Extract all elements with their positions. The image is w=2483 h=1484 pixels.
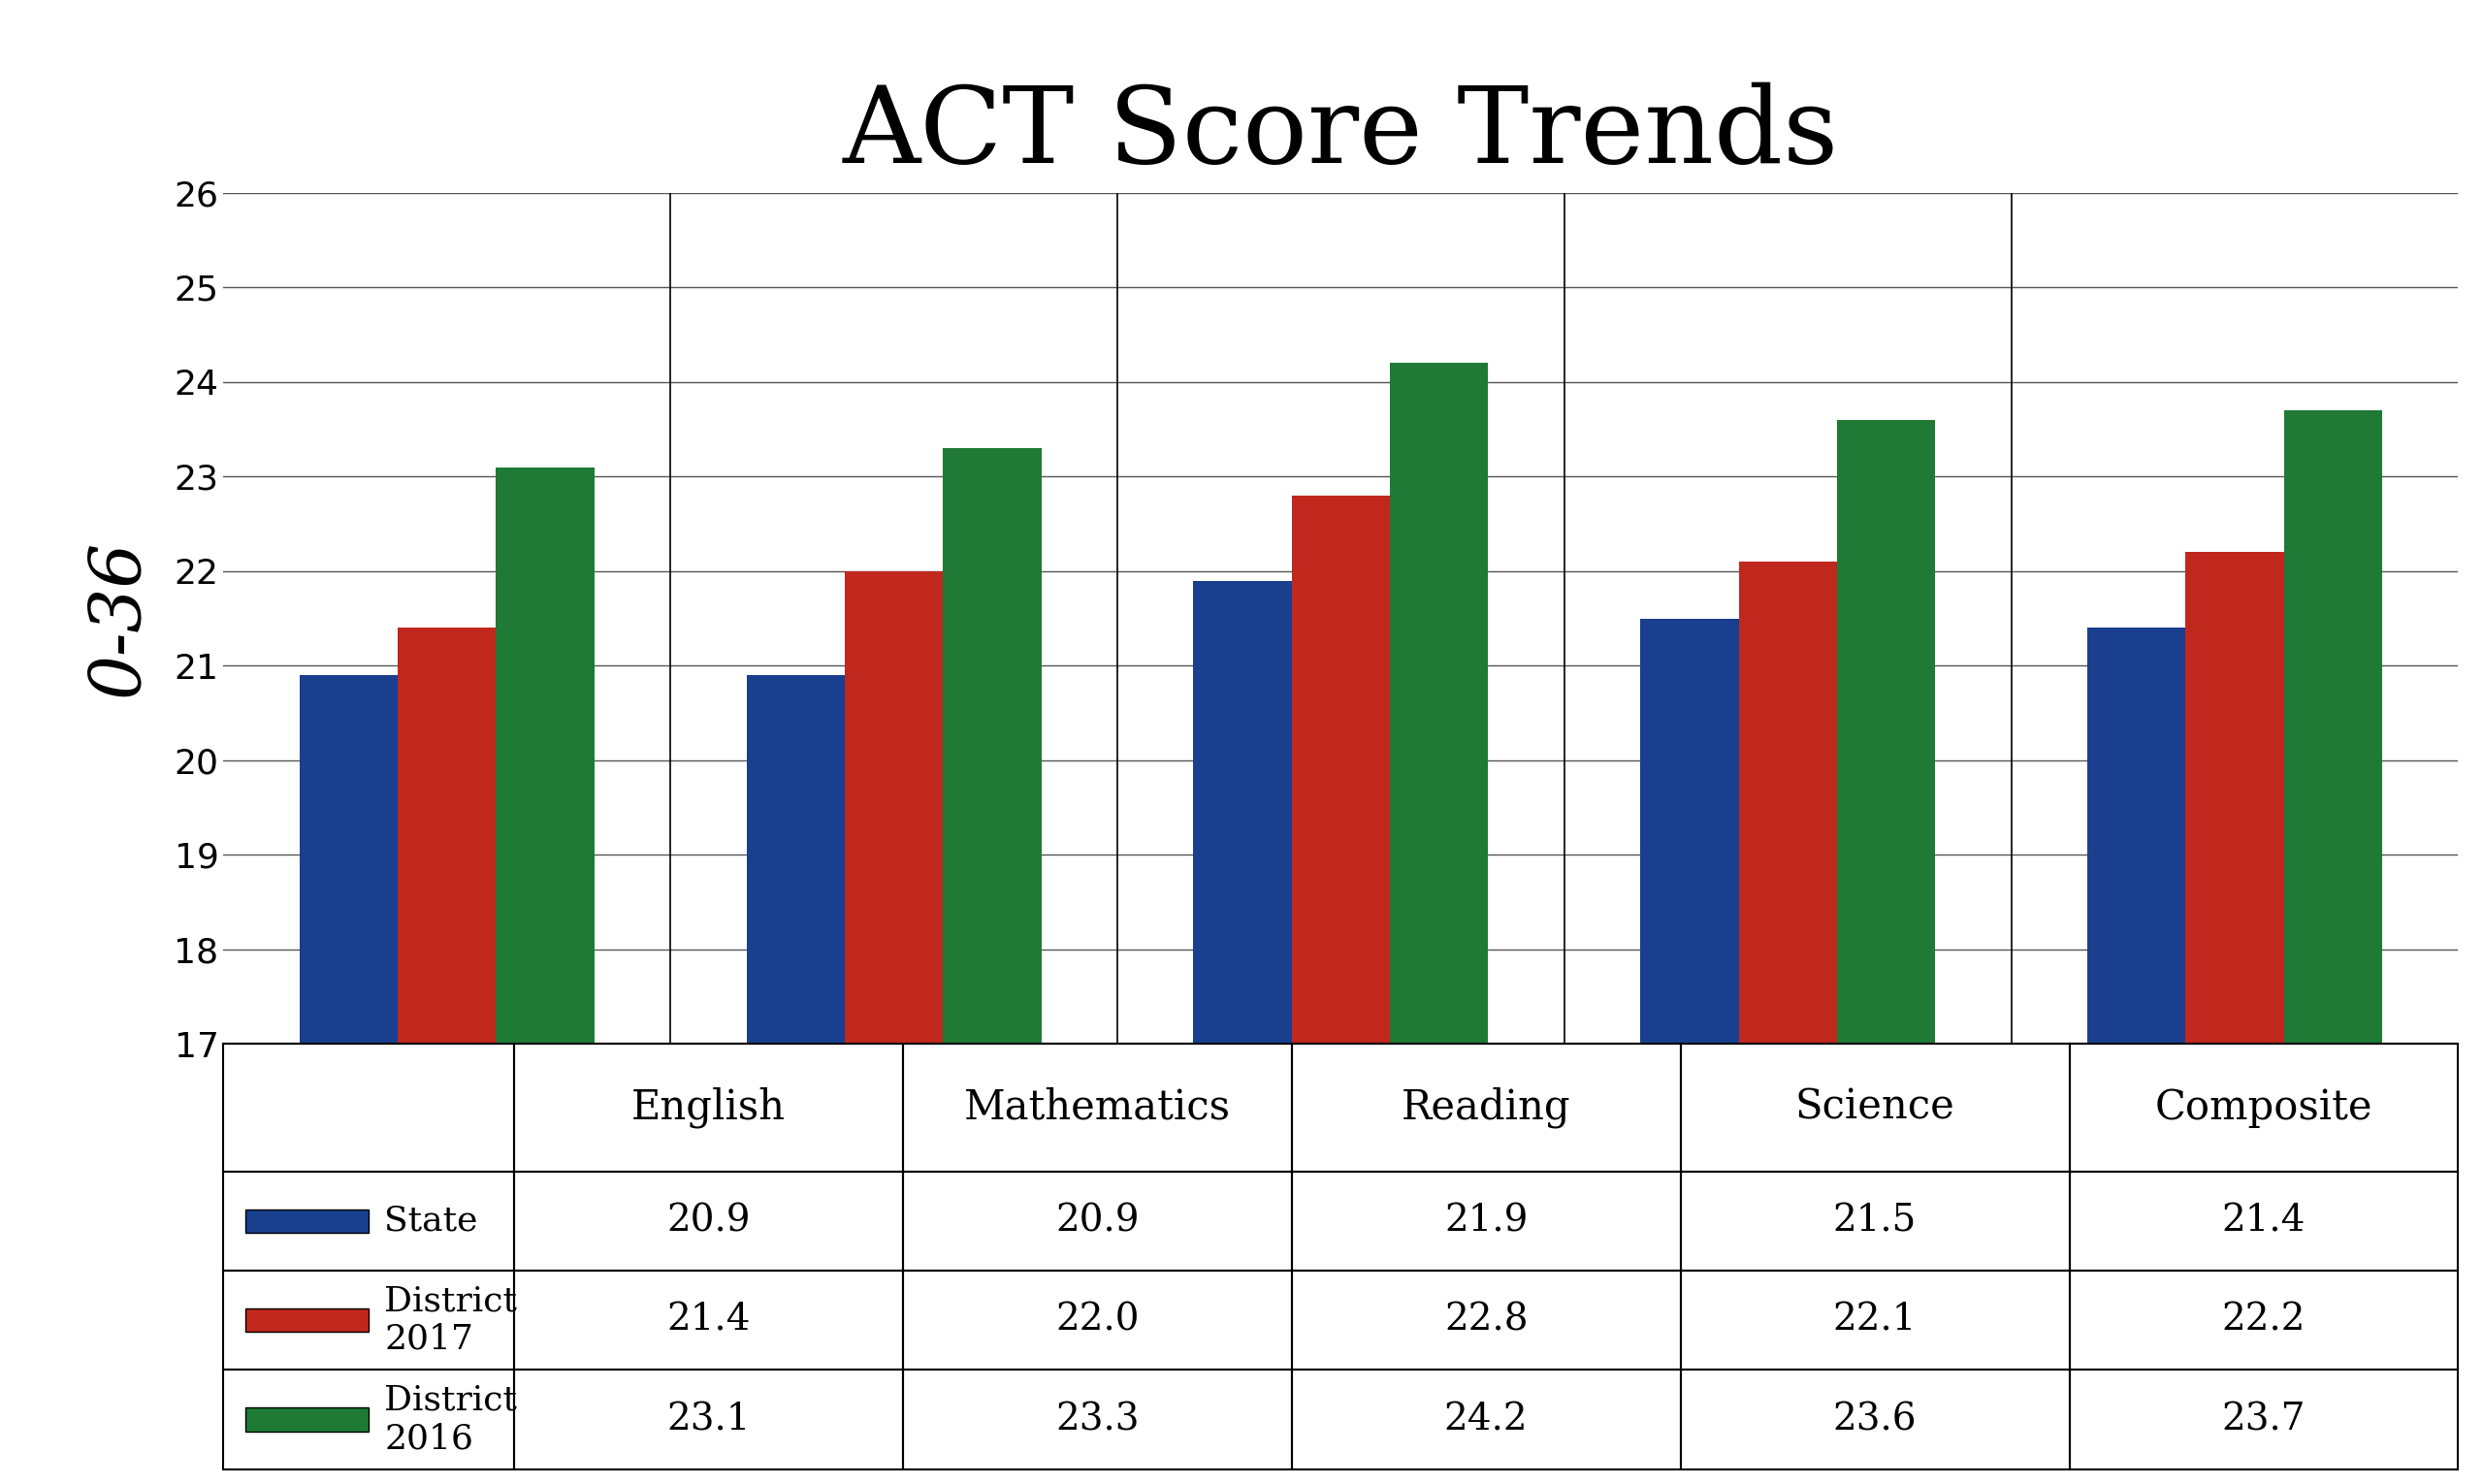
Bar: [2068, 1270, 2458, 1370]
Bar: [497, 467, 593, 1484]
Bar: [2068, 1171, 2458, 1270]
Bar: [2185, 552, 2284, 1484]
Bar: [2068, 1370, 2458, 1469]
Text: 22.1: 22.1: [1832, 1303, 1917, 1339]
Text: 20.9: 20.9: [1055, 1204, 1140, 1239]
Bar: [1681, 1370, 2068, 1469]
Bar: [514, 1370, 904, 1469]
Bar: [2088, 628, 2185, 1484]
Text: 23.1: 23.1: [665, 1401, 750, 1438]
Bar: [514, 1270, 904, 1370]
Text: 21.4: 21.4: [665, 1303, 750, 1339]
Bar: [1738, 561, 1837, 1484]
Bar: [397, 628, 497, 1484]
Bar: [747, 675, 844, 1484]
Text: Mathematics: Mathematics: [963, 1088, 1232, 1128]
Text: 20.9: 20.9: [665, 1204, 750, 1239]
Text: Science: Science: [1795, 1088, 1954, 1128]
Bar: [246, 1209, 367, 1233]
Bar: [844, 571, 944, 1484]
Bar: [1681, 1270, 2068, 1370]
Bar: [1291, 1270, 1681, 1370]
Bar: [1291, 1171, 1681, 1270]
Bar: [2068, 1043, 2458, 1171]
Text: 23.6: 23.6: [1832, 1401, 1917, 1438]
Bar: [1194, 580, 1291, 1484]
Text: Composite: Composite: [2155, 1088, 2374, 1128]
Bar: [944, 448, 1040, 1484]
Bar: [904, 1270, 1291, 1370]
Bar: [514, 1043, 904, 1171]
Bar: [1291, 496, 1390, 1484]
Bar: [246, 1309, 367, 1333]
Bar: [904, 1370, 1291, 1469]
Text: 21.4: 21.4: [2222, 1204, 2307, 1239]
Text: 22.8: 22.8: [1445, 1303, 1527, 1339]
Bar: [1837, 420, 1934, 1484]
Bar: [904, 1043, 1291, 1171]
Text: 24.2: 24.2: [1445, 1401, 1527, 1438]
Bar: [300, 675, 397, 1484]
Text: State: State: [385, 1205, 477, 1238]
Bar: [514, 1171, 904, 1270]
Text: English: English: [631, 1086, 785, 1128]
Text: 23.7: 23.7: [2222, 1401, 2307, 1438]
Text: 21.9: 21.9: [1445, 1204, 1527, 1239]
Text: Reading: Reading: [1400, 1086, 1572, 1128]
Text: ACT Score Trends: ACT Score Trends: [842, 82, 1840, 186]
Bar: [904, 1171, 1291, 1270]
Text: 23.3: 23.3: [1055, 1401, 1140, 1438]
Bar: [1681, 1043, 2068, 1171]
Text: 21.5: 21.5: [1832, 1204, 1917, 1239]
Text: 22.2: 22.2: [2222, 1303, 2307, 1339]
Bar: [246, 1408, 367, 1431]
Text: 22.0: 22.0: [1055, 1303, 1140, 1339]
Bar: [1681, 1171, 2068, 1270]
Bar: [223, 1370, 514, 1469]
Text: District
2017: District 2017: [385, 1285, 516, 1356]
Bar: [2284, 411, 2381, 1484]
Text: District
2016: District 2016: [385, 1385, 516, 1456]
Bar: [1291, 1043, 1681, 1171]
Bar: [1641, 619, 1738, 1484]
Bar: [223, 1171, 514, 1270]
Y-axis label: 0-36: 0-36: [84, 540, 154, 697]
Bar: [1291, 1370, 1681, 1469]
Bar: [223, 1043, 514, 1171]
Bar: [1390, 364, 1487, 1484]
Bar: [223, 1270, 514, 1370]
